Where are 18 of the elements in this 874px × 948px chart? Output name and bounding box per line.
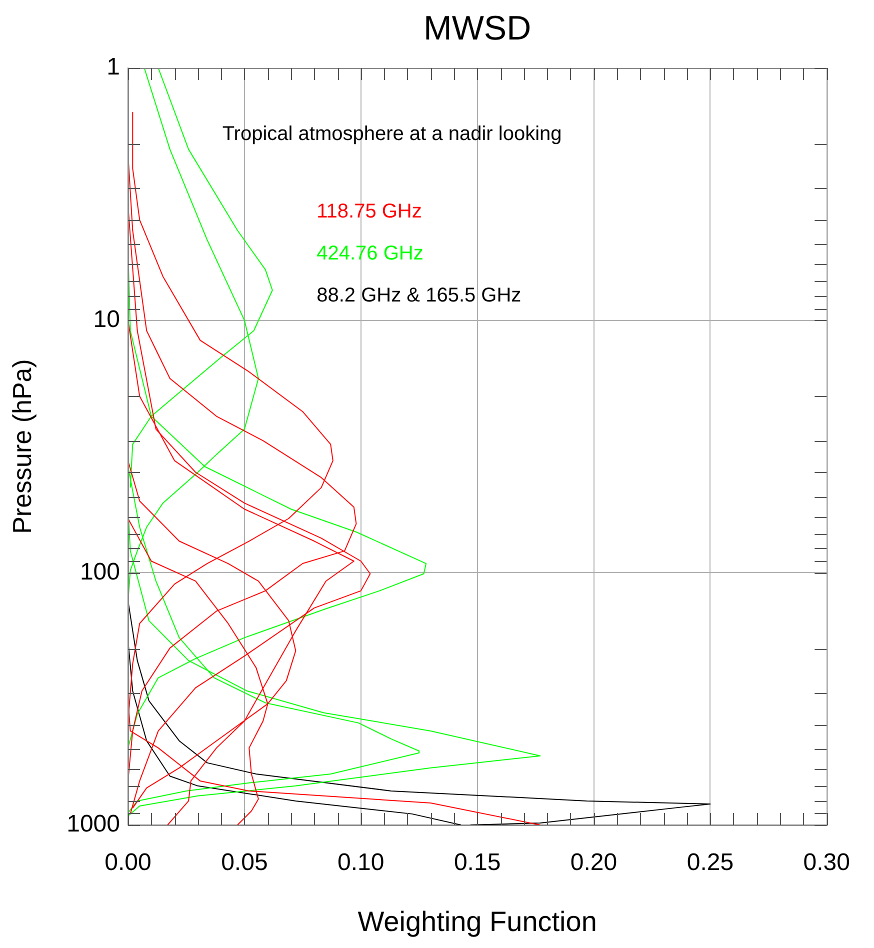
x-tick-label: 0.25 (686, 849, 734, 876)
x-axis-title: Weighting Function (358, 906, 597, 937)
x-tick-label: 0.05 (221, 849, 268, 876)
x-tick-label: 0.10 (338, 849, 384, 876)
annotation: Tropical atmosphere at a nadir looking (222, 123, 562, 146)
y-axis-title: Pressure (hPa) (6, 359, 37, 534)
y-tick-label: 100 (80, 558, 120, 586)
chart-title: MWSD (423, 9, 532, 48)
y-tick-label: 1000 (66, 810, 120, 838)
y-tick-label: 1 (106, 54, 120, 81)
x-tick-label: 0.00 (104, 849, 152, 876)
x-tick-label: 0.30 (803, 849, 850, 876)
y-tick-label: 10 (93, 306, 120, 333)
x-tick-label: 0.15 (454, 849, 501, 876)
text: 118.75 GHz (316, 200, 422, 222)
x-tick-label: 0.20 (570, 849, 618, 876)
text: 424.76 GHz (316, 242, 424, 264)
text: 88.2 GHz & 165.5 GHz (316, 284, 522, 306)
